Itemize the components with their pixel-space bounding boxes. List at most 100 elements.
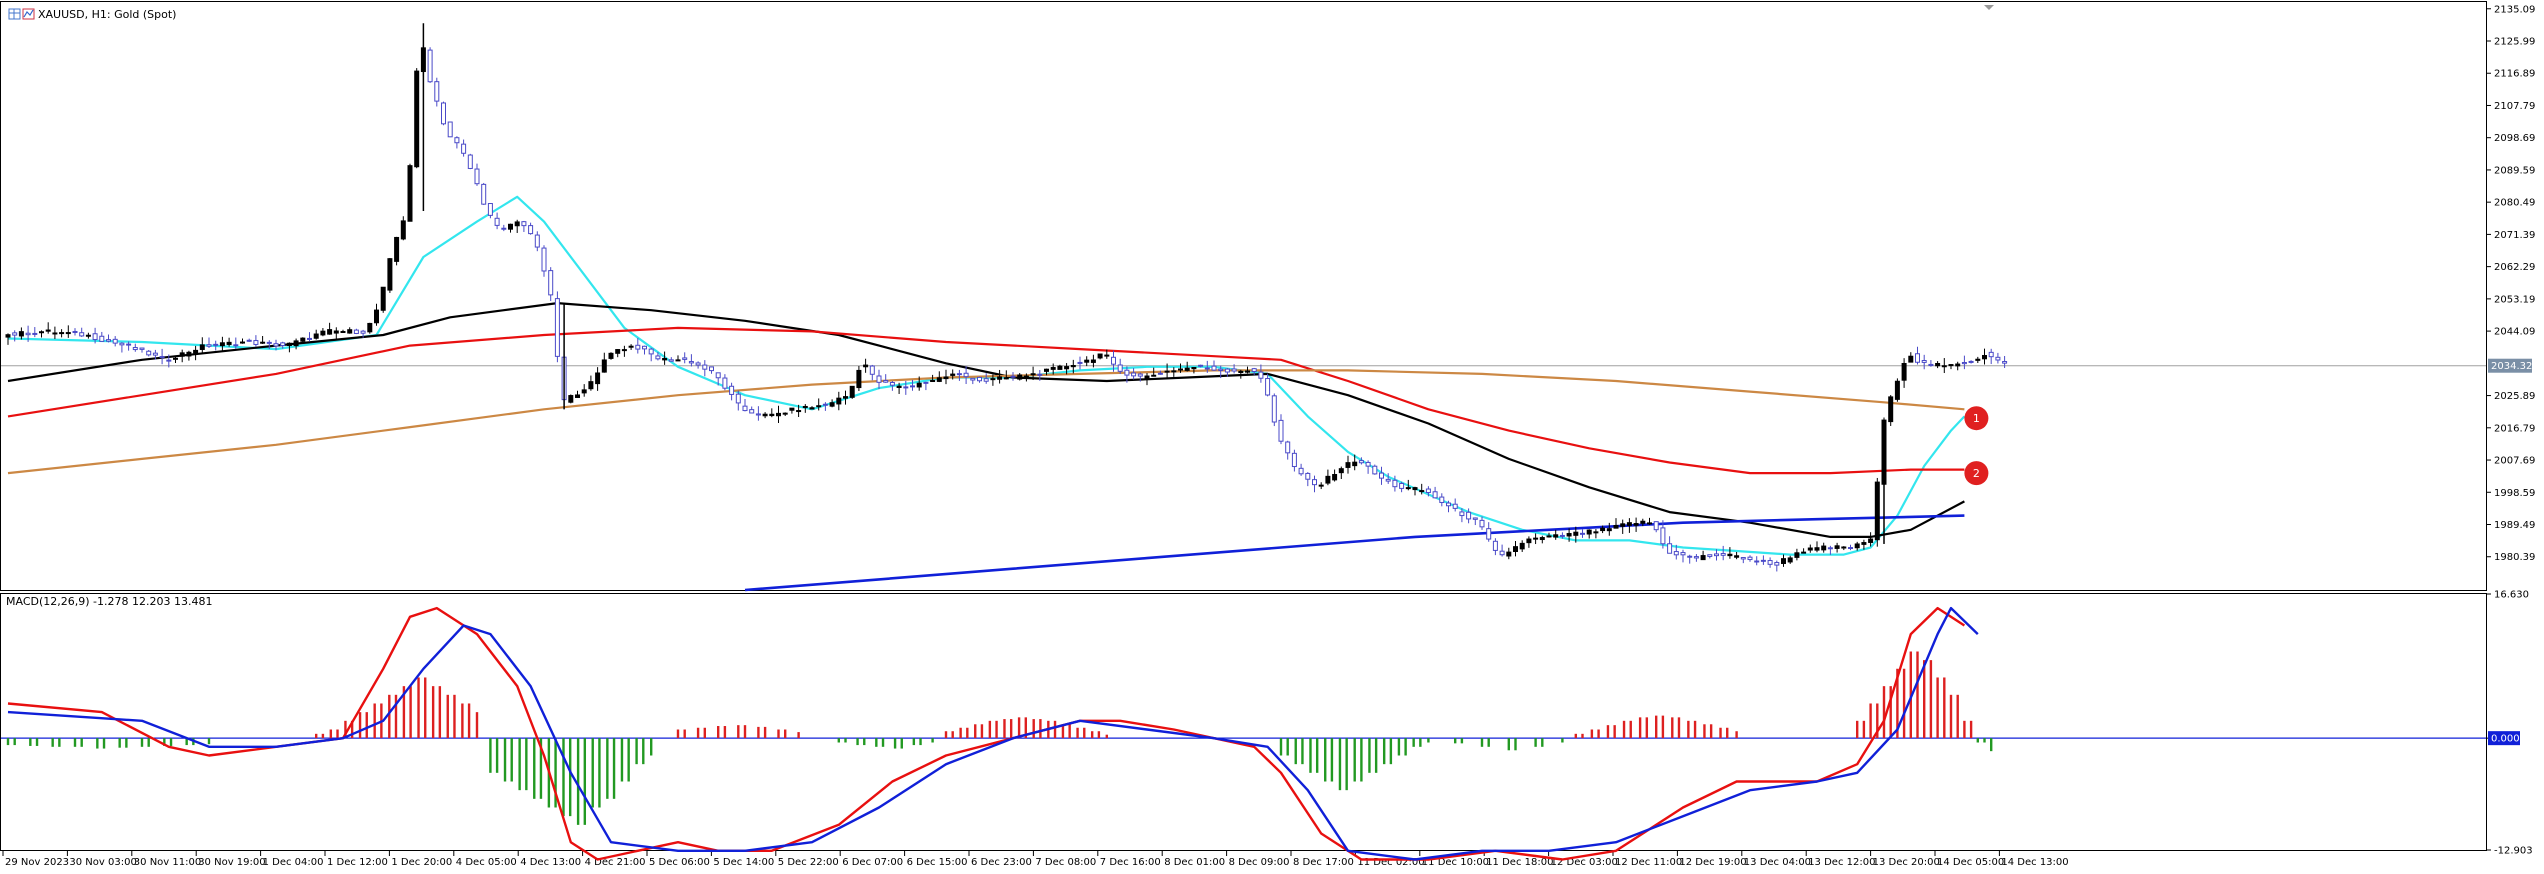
candle-up	[1781, 558, 1786, 564]
candle-up	[856, 369, 862, 389]
candle-down	[648, 348, 654, 355]
candle-up	[809, 407, 815, 410]
candle-up	[581, 389, 587, 394]
candle-down	[92, 333, 98, 341]
candle-up	[1948, 364, 1954, 367]
price-tick-label: 1989.49	[2494, 520, 2535, 531]
candle-up	[1191, 367, 1197, 370]
candle-up	[1807, 547, 1813, 551]
time-tick-label: 30 Nov 11:00	[134, 857, 201, 868]
candle-down	[1298, 467, 1304, 475]
candle-up	[1935, 362, 1941, 367]
candle-down	[1365, 461, 1371, 467]
price-tick-label: 1980.39	[2494, 552, 2535, 563]
candle-down	[474, 168, 480, 185]
candle-up	[1245, 370, 1250, 373]
candle-down	[977, 376, 982, 382]
candle-down	[353, 329, 359, 334]
candle-down	[461, 143, 467, 154]
candle-up	[1513, 546, 1518, 552]
candle-down	[427, 49, 433, 83]
candle-down	[1157, 372, 1163, 375]
candle-down	[152, 352, 158, 356]
candle-down	[1251, 368, 1257, 372]
candle-down	[159, 356, 165, 359]
candle-down	[1492, 540, 1498, 551]
candle-up	[1506, 551, 1512, 557]
price-tick-label: 2098.69	[2494, 133, 2535, 144]
candle-down	[1111, 356, 1116, 365]
candle-down	[99, 335, 105, 342]
candle-down	[1218, 368, 1224, 371]
candle-up	[1332, 474, 1338, 481]
candle-down	[554, 298, 560, 357]
candle-up	[1070, 365, 1076, 368]
candle-up	[1894, 380, 1900, 400]
candle-down	[1385, 478, 1391, 482]
macd-zero-badge	[2488, 731, 2520, 746]
candle-up	[260, 341, 266, 344]
candle-down	[1117, 364, 1123, 372]
chart-header: XAUUSD, H1: Gold (Spot)	[8, 8, 176, 21]
marker-2	[1964, 461, 1989, 486]
candle-up	[1003, 377, 1009, 380]
candle-up	[367, 322, 373, 333]
macd-axis: 16.630 0.000 -12.903	[1, 590, 2533, 857]
scroll-marker-icon[interactable]	[1984, 5, 1994, 10]
candle-up	[762, 413, 768, 417]
price-tick-label: 1998.59	[2494, 488, 2535, 499]
candle-up	[849, 385, 855, 398]
candle-down	[1425, 488, 1431, 494]
candle-down	[1399, 483, 1405, 489]
candle-up	[394, 236, 400, 262]
candle-down	[668, 359, 674, 362]
candle-down	[521, 221, 527, 227]
candle-up	[374, 309, 379, 324]
candle-up	[896, 385, 902, 388]
time-tick-label: 13 Dec 20:00	[1873, 857, 1940, 868]
candle-down	[1915, 353, 1920, 363]
candle-up	[327, 329, 333, 335]
candle-up	[85, 334, 91, 337]
candle-up	[943, 376, 949, 380]
candle-down	[742, 405, 748, 412]
candle-up	[1841, 546, 1847, 549]
candle-down	[166, 359, 172, 362]
candle-down	[1673, 551, 1679, 556]
time-tick-label: 12 Dec 11:00	[1615, 857, 1682, 868]
price-axis: 2135.09 2125.99 2116.89 2107.79 2098.69 2089.…	[2486, 4, 2535, 563]
time-tick-label: 14 Dec 13:00	[2001, 857, 2068, 868]
candle-up	[1164, 370, 1170, 373]
candle-down	[1660, 527, 1666, 545]
candle-down	[1278, 419, 1284, 442]
candle-up	[65, 332, 71, 335]
candle-up	[300, 337, 306, 342]
candle-up	[1044, 368, 1049, 372]
candle-down	[1291, 452, 1297, 468]
candle-up	[407, 165, 413, 222]
candle-up	[1787, 557, 1793, 563]
candle-up	[1064, 366, 1070, 370]
candle-up	[1573, 531, 1579, 536]
candle-down	[434, 81, 440, 102]
candle-down	[1124, 369, 1130, 376]
candle-down	[139, 347, 145, 350]
candle-up	[1050, 367, 1056, 370]
candle-down	[709, 366, 714, 372]
candle-down	[1827, 547, 1833, 550]
current-price-badge	[2488, 358, 2532, 373]
candle-down	[441, 102, 446, 125]
time-tick-label: 6 Dec 07:00	[842, 857, 903, 868]
price-tick-label: 2044.09	[2494, 327, 2535, 338]
candle-down	[822, 403, 828, 406]
candle-up	[179, 352, 185, 357]
candle-down	[735, 393, 741, 404]
candle-down	[1432, 491, 1438, 499]
candle-down	[487, 203, 493, 216]
candle-up	[1801, 551, 1807, 554]
time-tick-label: 30 Nov 19:00	[198, 857, 265, 868]
candle-up	[45, 329, 51, 332]
candle-up	[1647, 522, 1652, 525]
candle-down	[126, 343, 132, 346]
